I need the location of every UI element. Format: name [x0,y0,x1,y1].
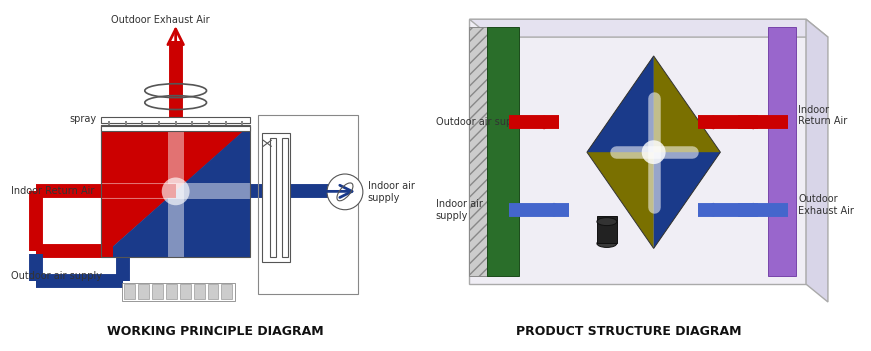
Bar [193,284,205,299]
Bar [101,126,250,131]
Circle shape [162,178,190,205]
Bar [207,284,219,299]
Ellipse shape [597,218,617,226]
Polygon shape [653,152,720,249]
Text: PRODUCT STRUCTURE DIAGRAM: PRODUCT STRUCTURE DIAGRAM [516,325,741,338]
Polygon shape [469,19,828,37]
Bar [141,121,144,125]
Bar [225,121,226,125]
Text: Outdoor air supply: Outdoor air supply [11,271,103,281]
Bar [469,27,488,276]
Text: Outdoor air supply: Outdoor air supply [436,118,527,127]
Bar [262,133,290,262]
Bar [101,184,250,199]
Bar [179,284,191,299]
Polygon shape [587,56,653,249]
Bar [168,125,184,257]
Bar [282,138,288,257]
Bar [192,121,193,125]
Bar [469,19,806,284]
Text: Indoor Return Air: Indoor Return Air [11,186,95,196]
Text: Indoor air
supply: Indoor air supply [436,199,483,220]
Text: Outdoor Exhaust Air: Outdoor Exhaust Air [111,15,210,25]
Circle shape [642,140,665,164]
Bar [259,115,358,294]
Bar [208,121,210,125]
Bar [768,27,796,276]
Bar [124,284,135,299]
Bar [125,121,126,125]
Bar [152,284,163,299]
Text: Outdoor
Exhaust Air: Outdoor Exhaust Air [798,194,854,216]
Bar [108,121,110,125]
Bar [122,283,235,301]
Polygon shape [101,125,250,257]
Circle shape [327,174,363,210]
Polygon shape [653,56,720,249]
Text: Indoor air
supply: Indoor air supply [368,181,415,203]
Bar [488,27,519,276]
Bar [101,118,250,124]
Bar [241,121,243,125]
Bar [597,216,617,244]
Polygon shape [806,19,828,302]
Text: spray: spray [70,114,97,125]
Polygon shape [101,125,250,257]
Bar [175,121,177,125]
Ellipse shape [597,239,617,247]
Bar [138,284,149,299]
Bar [158,121,160,125]
Text: Indoor
Return Air: Indoor Return Air [798,105,847,126]
Text: WORKING PRINCIPLE DIAGRAM: WORKING PRINCIPLE DIAGRAM [107,325,324,338]
Polygon shape [587,56,653,152]
Bar [221,284,233,299]
Bar [101,125,250,257]
Bar [165,284,177,299]
Bar [270,138,276,257]
